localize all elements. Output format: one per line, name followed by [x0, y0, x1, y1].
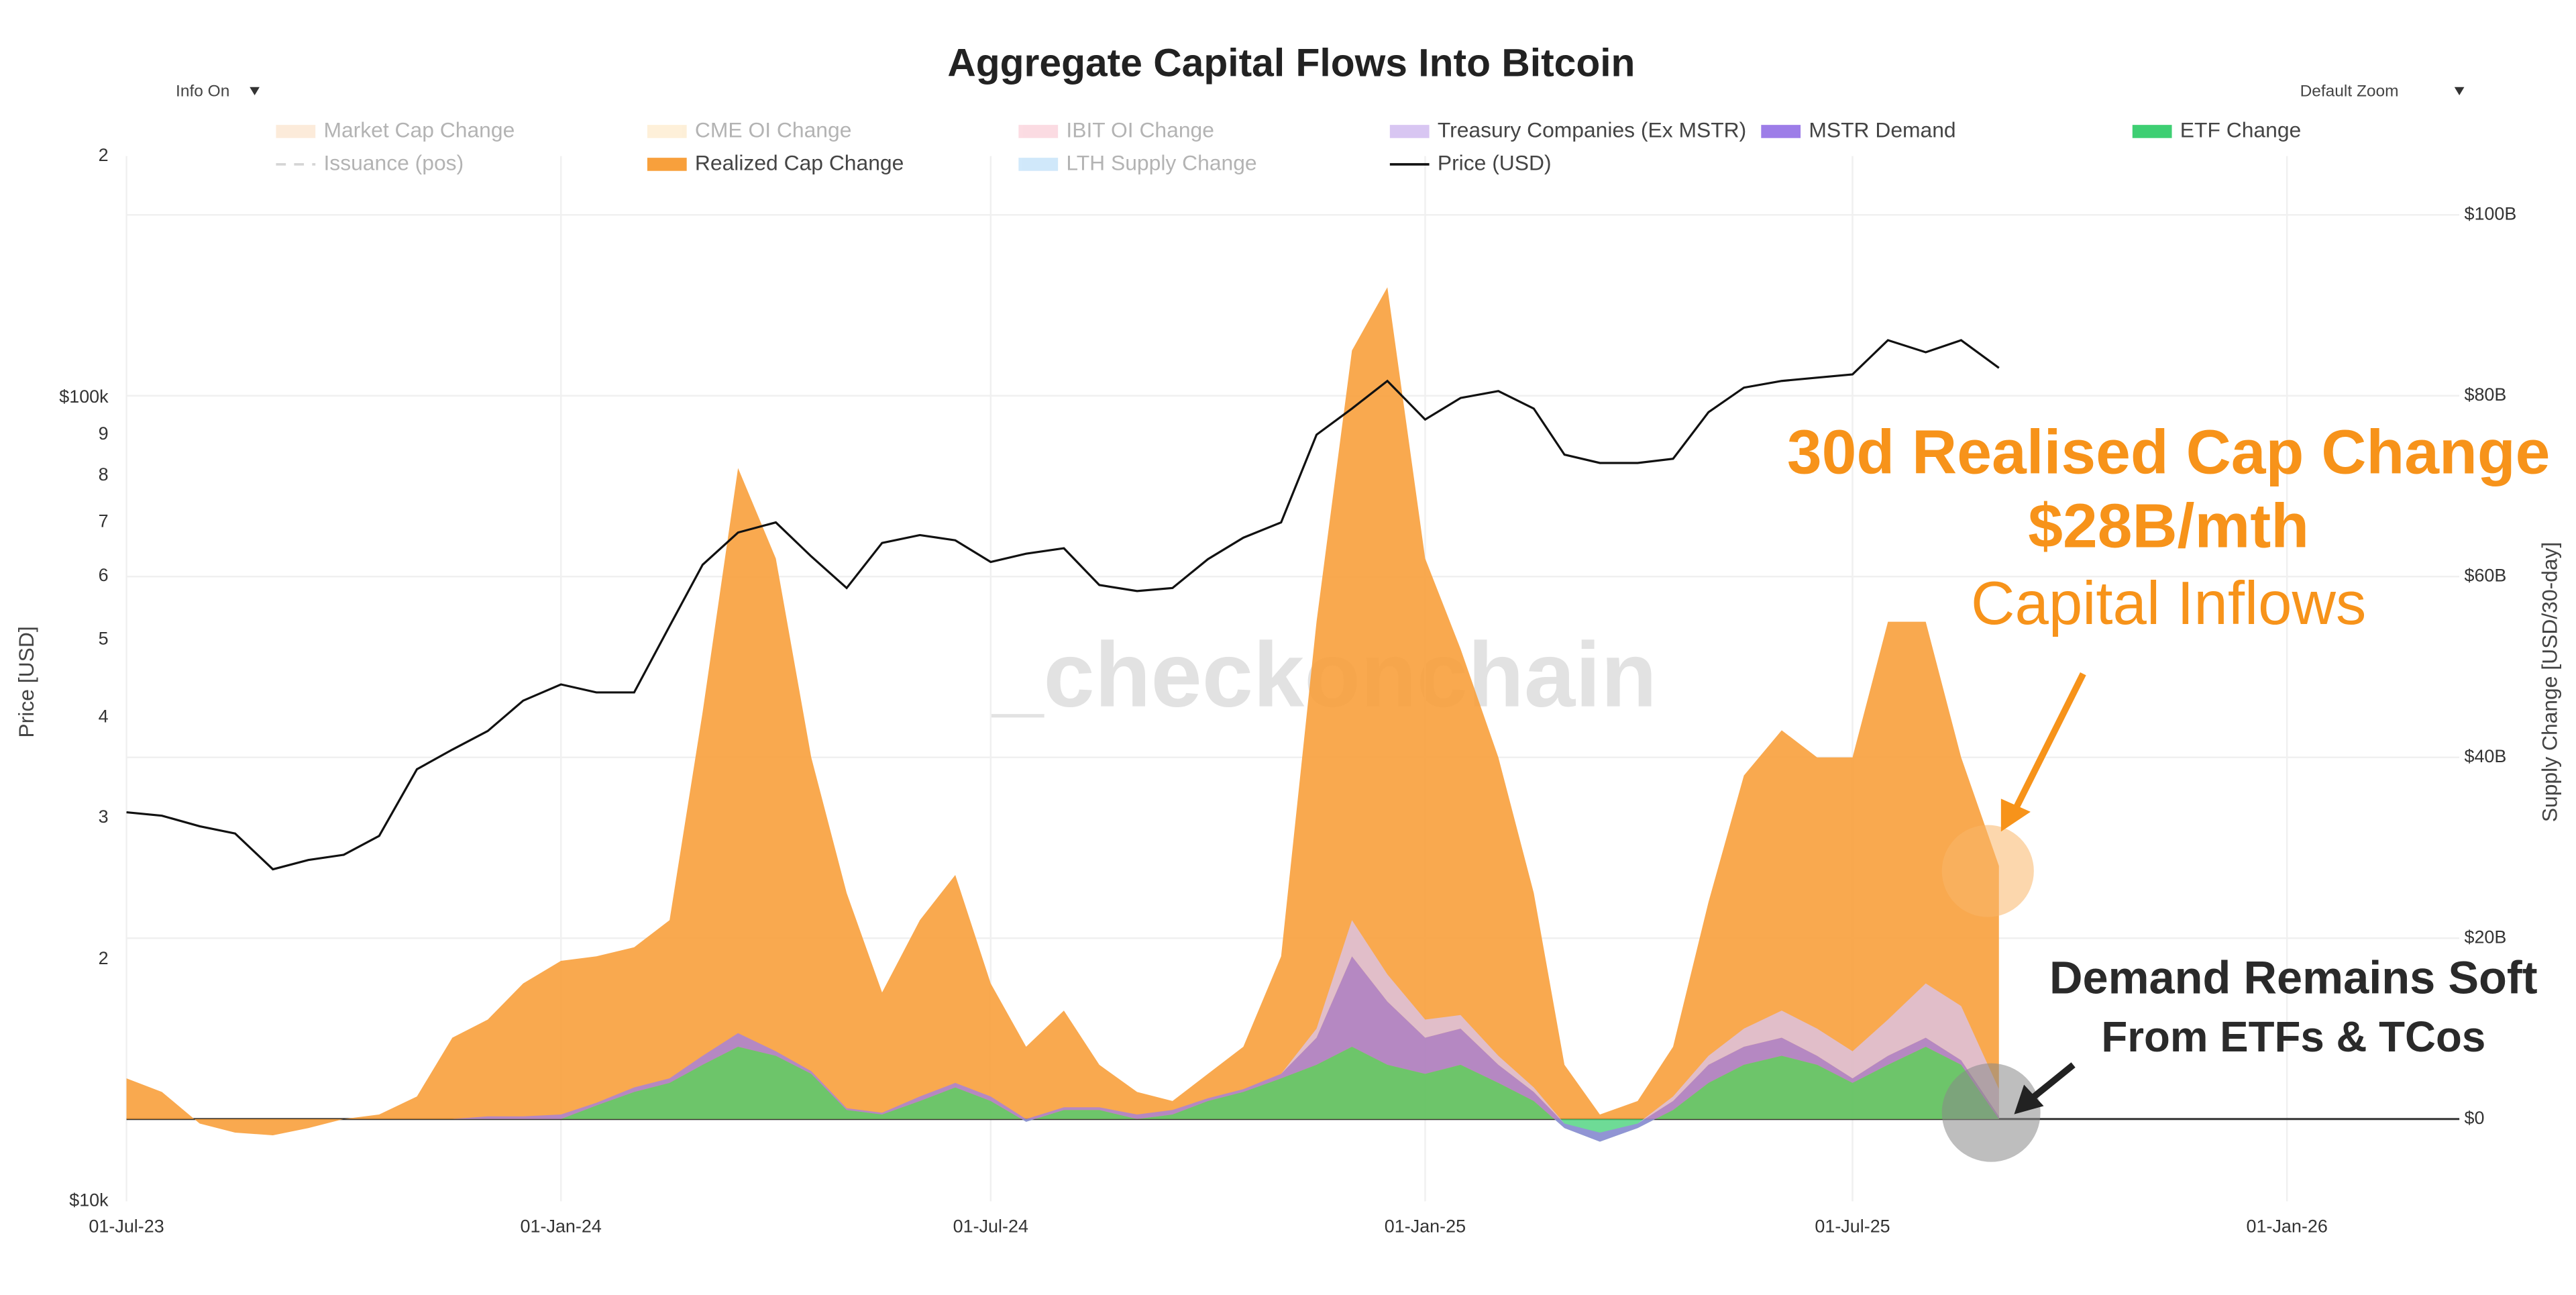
y-tick-label: 3 — [99, 807, 109, 827]
info-toggle[interactable]: Info On — [176, 83, 229, 101]
legend-label: Price (USD) — [1438, 150, 1552, 174]
price-line — [126, 339, 2000, 871]
y-axis-title: Price [USD] — [14, 626, 38, 737]
legend-label: MSTR Demand — [1809, 117, 1955, 142]
legend-label: IBIT OI Change — [1066, 117, 1214, 142]
annotations: 30d Realised Cap Change $28B/mth Capital… — [1787, 417, 2551, 1162]
arrow-head — [2000, 798, 2031, 832]
stacked-area — [126, 1046, 1999, 1142]
legend-item[interactable]: Issuance (pos) — [276, 150, 464, 174]
highlight-circle — [1941, 825, 2034, 917]
y2-tick-label: $40B — [2464, 746, 2506, 766]
legend-item[interactable]: MSTR Demand — [1761, 117, 1956, 142]
annotation: $28B/mth — [2028, 491, 2309, 561]
x-tick-label: 01-Jan-24 — [521, 1216, 602, 1237]
plot-area: 01-Jul-23 01-Jan-24 01-Jul-24 01-Jan-25 01-J… — [59, 145, 2516, 1237]
legend-label: Issuance (pos) — [323, 150, 464, 174]
annotation: Capital Inflows — [1971, 570, 2366, 637]
legend-swatch — [2132, 125, 2172, 138]
x-tick-label: 01-Jan-25 — [1385, 1216, 1466, 1237]
legend-item[interactable]: Market Cap Change — [276, 117, 515, 142]
y-tick-label: 5 — [99, 629, 109, 649]
y2-tick-label: $60B — [2464, 565, 2506, 585]
area — [126, 287, 1999, 1136]
legend-swatch — [1018, 125, 1059, 138]
y-tick-label: 4 — [99, 707, 109, 727]
y2-axis-title: Supply Change [USD/30-day] — [2538, 542, 2562, 823]
arrow-head — [2014, 1084, 2044, 1115]
x-tick-label: 01-Jan-26 — [2247, 1216, 2328, 1237]
legend: Market Cap Change CME OI Change IBIT OI Ch… — [276, 117, 2301, 174]
x-tick-label: 01-Jul-25 — [1815, 1216, 1890, 1237]
highlight-circle — [1941, 1063, 2041, 1162]
legend-item[interactable]: Price (USD) — [1389, 150, 1552, 174]
y2-tick-label: $80B — [2464, 384, 2506, 405]
y-tick-label: 8 — [99, 464, 109, 484]
legend-label: Realized Cap Change — [695, 150, 904, 174]
annotation: Demand Remains Soft — [2049, 951, 2538, 1003]
x-tick-label: 01-Jul-24 — [953, 1216, 1028, 1237]
legend-item[interactable]: IBIT OI Change — [1018, 117, 1214, 142]
y-tick-label: 2 — [99, 948, 109, 968]
y-tick-label: 7 — [99, 511, 109, 531]
y2-tick-label: $0 — [2464, 1108, 2484, 1128]
legend-label: Market Cap Change — [323, 117, 515, 142]
legend-label: CME OI Change — [695, 117, 852, 142]
legend-label: ETF Change — [2180, 117, 2301, 142]
y-tick-label: 6 — [99, 565, 109, 585]
legend-swatch — [647, 158, 687, 171]
legend-swatch — [1761, 125, 1801, 138]
legend-swatch — [1018, 158, 1059, 171]
dropdown-icon[interactable] — [250, 87, 260, 96]
dropdown-icon[interactable] — [2454, 87, 2465, 96]
legend-swatch — [1389, 125, 1430, 138]
legend-label: LTH Supply Change — [1066, 150, 1256, 174]
x-tick-label: 01-Jul-23 — [89, 1216, 164, 1237]
legend-item[interactable]: ETF Change — [2132, 117, 2301, 142]
annotation: 30d Realised Cap Change — [1787, 417, 2551, 486]
y-tick-label: 2 — [99, 145, 109, 165]
legend-swatch — [276, 125, 316, 138]
arrow — [2011, 672, 2086, 814]
y-tick-label: $100k — [59, 386, 109, 407]
y-tick-label: 9 — [99, 423, 109, 444]
y2-tick-label: $20B — [2464, 927, 2506, 947]
legend-label: Treasury Companies (Ex MSTR) — [1438, 117, 1746, 142]
y2-tick-label: $100B — [2464, 203, 2516, 223]
annotation: From ETFs & TCos — [2101, 1013, 2485, 1061]
y-tick-label: $10k — [69, 1190, 109, 1210]
chart-title: Aggregate Capital Flows Into Bitcoin — [947, 41, 1635, 85]
legend-item[interactable]: Treasury Companies (Ex MSTR) — [1389, 117, 1746, 142]
zoom-select[interactable]: Default Zoom — [2300, 83, 2399, 101]
legend-item[interactable]: Realized Cap Change — [647, 150, 904, 174]
arrow — [2028, 1062, 2076, 1102]
stacked-area — [126, 956, 1999, 1142]
legend-swatch — [647, 125, 687, 138]
legend-item[interactable]: LTH Supply Change — [1018, 150, 1257, 174]
legend-item[interactable]: CME OI Change — [647, 117, 852, 142]
